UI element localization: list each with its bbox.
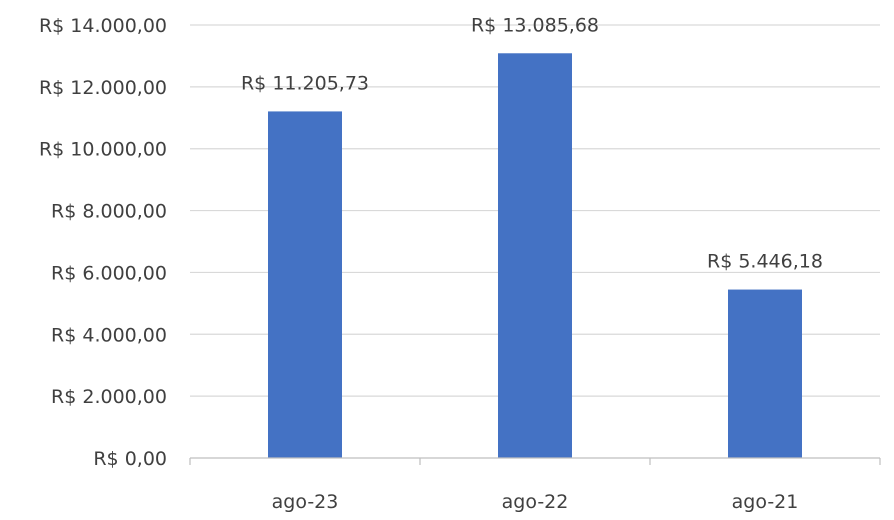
x-category-label: ago-23 [272, 491, 339, 513]
x-category-label: ago-22 [502, 491, 569, 513]
x-category-label: ago-21 [732, 491, 799, 513]
y-tick-label: R$ 0,00 [93, 448, 167, 470]
y-tick-label: R$ 12.000,00 [39, 77, 167, 99]
data-labels: R$ 11.205,73 R$ 13.085,68 R$ 5.446,18 [241, 14, 823, 272]
data-label: R$ 11.205,73 [241, 72, 369, 94]
bar [728, 289, 802, 458]
x-axis-category-labels: ago-23 ago-22 ago-21 [272, 491, 799, 513]
bar [498, 53, 572, 458]
bars [268, 53, 802, 458]
data-label: R$ 5.446,18 [707, 251, 823, 273]
y-tick-label: R$ 14.000,00 [39, 15, 167, 37]
y-axis-tick-labels: R$ 0,00 R$ 2.000,00 R$ 4.000,00 R$ 6.000,00… [39, 15, 167, 470]
y-tick-label: R$ 4.000,00 [51, 324, 167, 346]
y-tick-label: R$ 2.000,00 [51, 386, 167, 408]
data-label: R$ 13.085,68 [471, 14, 599, 36]
y-tick-label: R$ 10.000,00 [39, 139, 167, 161]
y-tick-label: R$ 6.000,00 [51, 262, 167, 284]
bar [268, 111, 342, 458]
x-axis [189, 457, 881, 465]
y-tick-label: R$ 8.000,00 [51, 201, 167, 223]
